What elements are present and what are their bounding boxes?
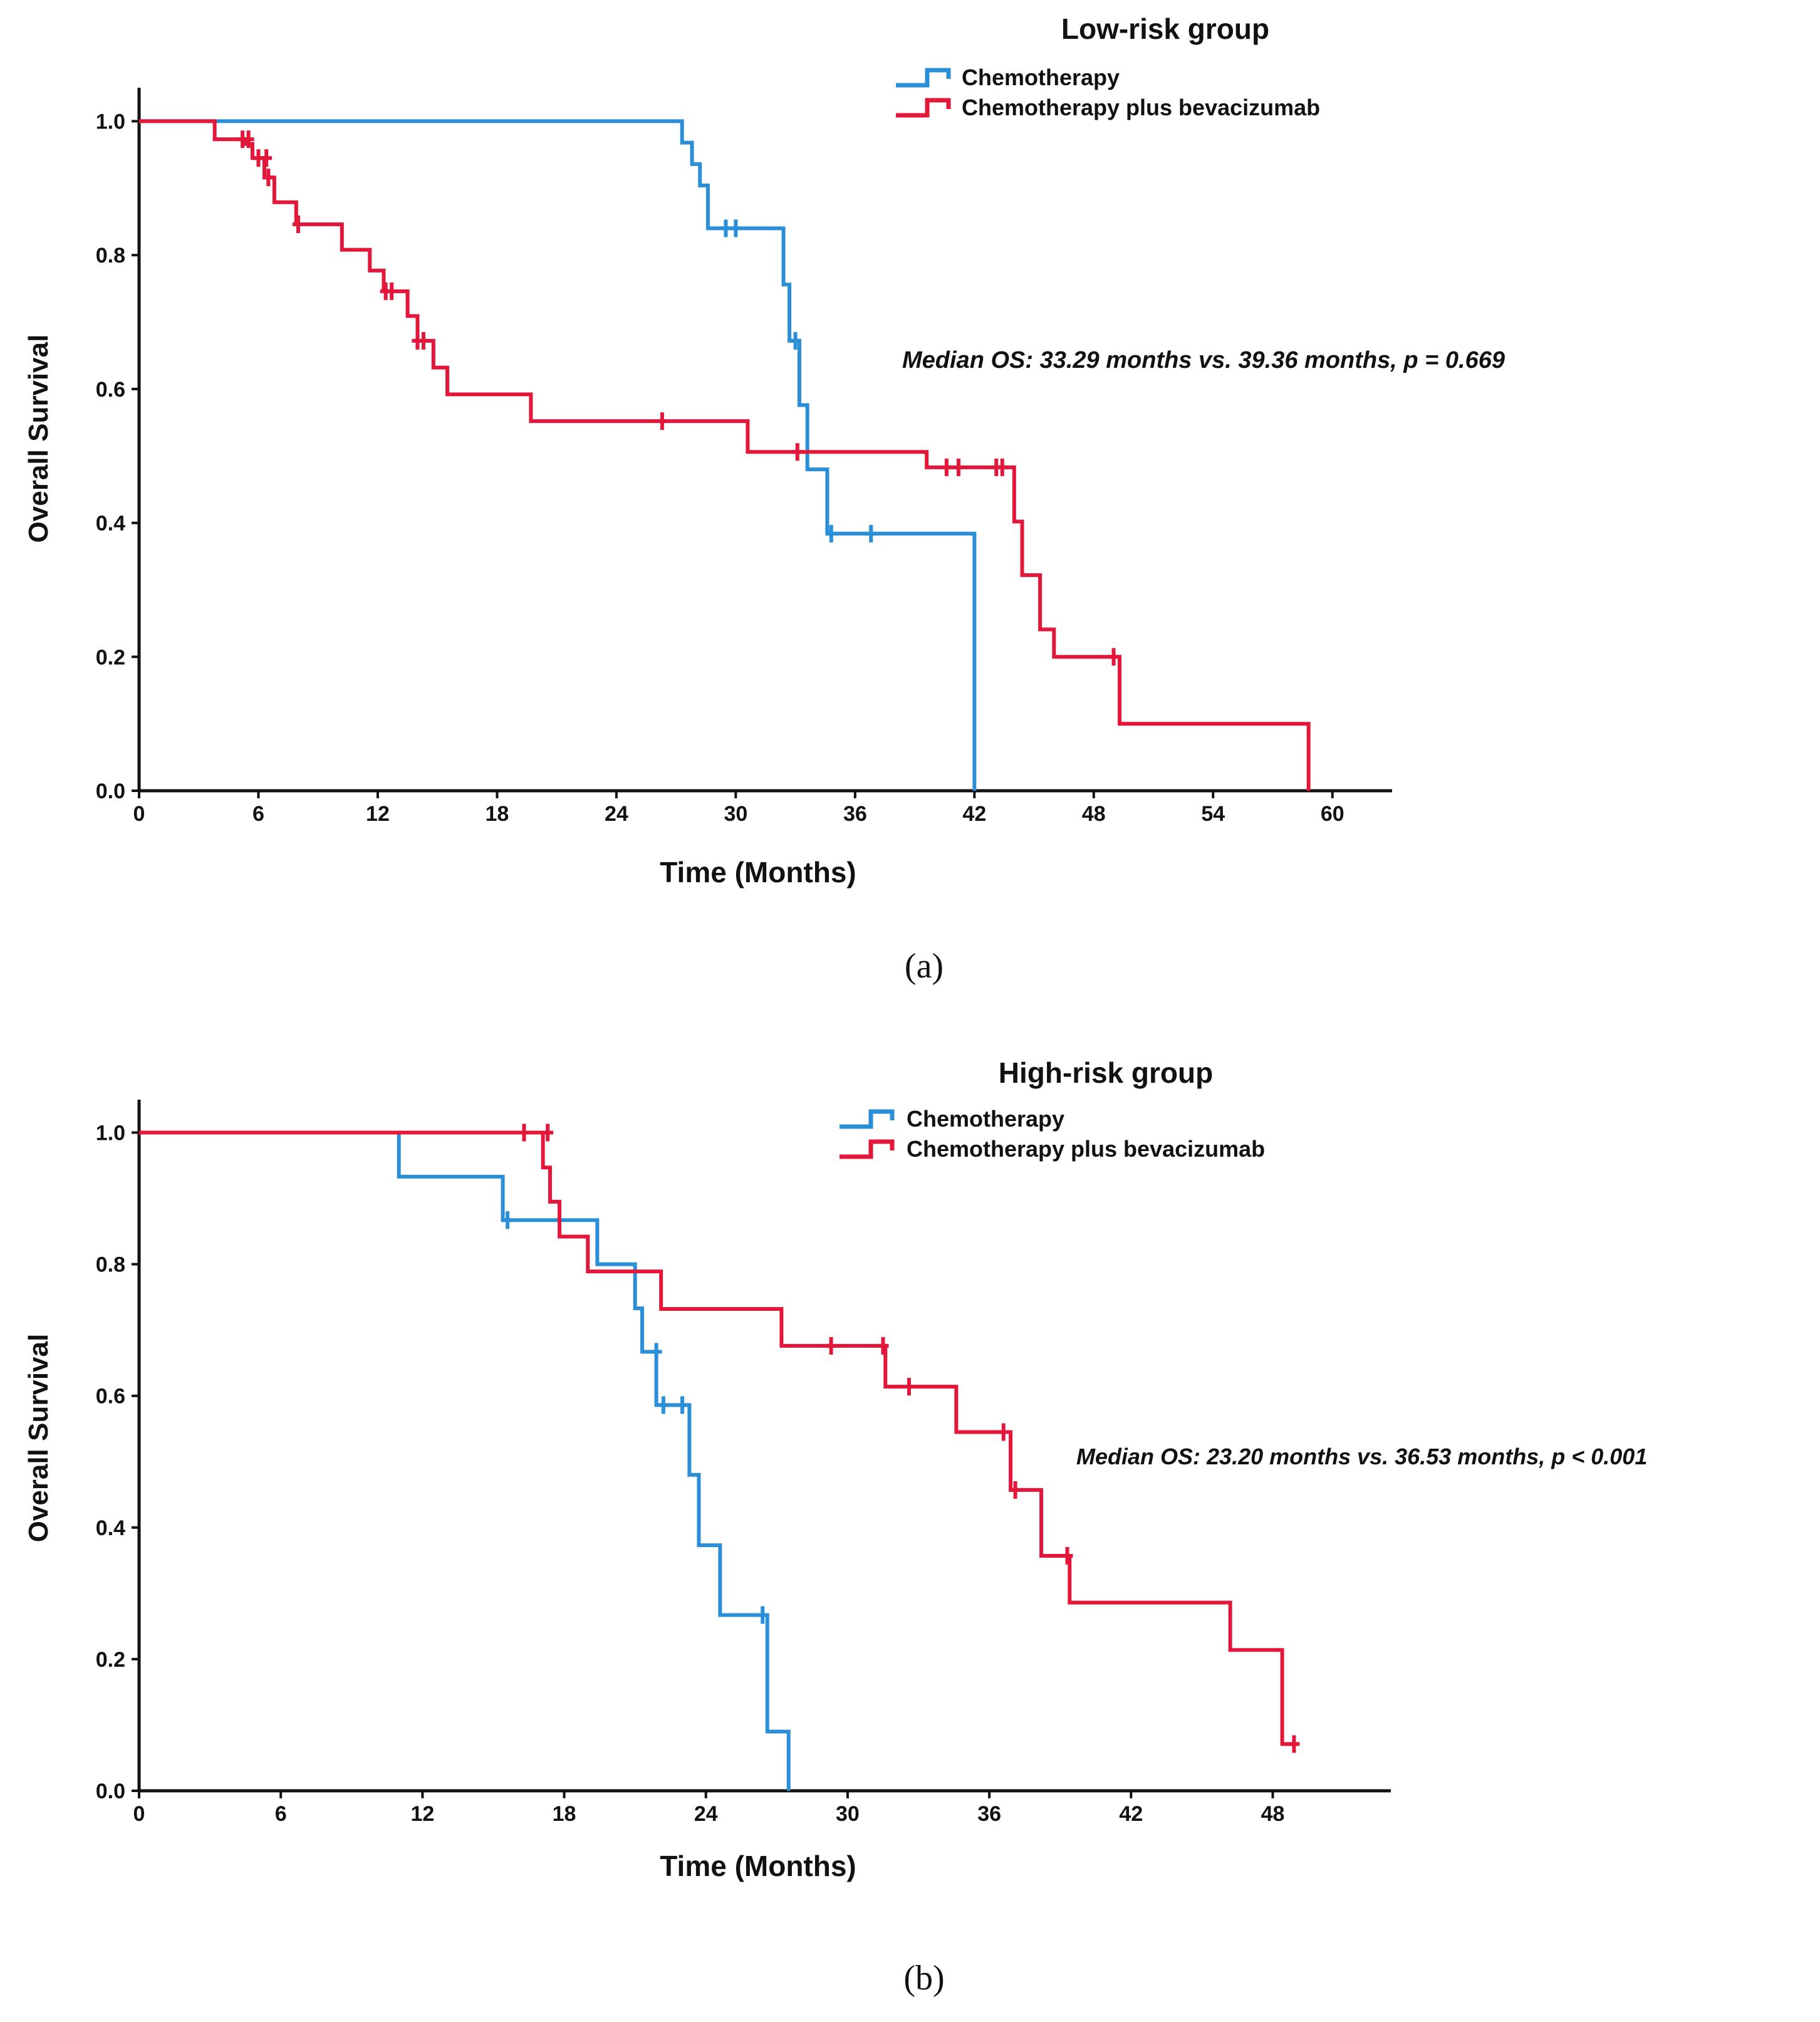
median-os-annotation-low-risk: Median OS: 33.29 months vs. 39.36 months…: [902, 347, 1505, 373]
x-tick-label: 36: [843, 802, 867, 826]
x-tick-label: 42: [1119, 1802, 1143, 1826]
legend-key-chemo-bev: [896, 98, 951, 118]
censor-mark-chemotherapy: [657, 1396, 669, 1414]
censor-mark-chemotherapy: [720, 219, 732, 237]
y-tick-label: 0.4: [96, 512, 125, 536]
y-tick-label: 1.0: [96, 1122, 125, 1145]
y-tick-label: 0.8: [96, 1253, 125, 1277]
censor-mark-chemotherapy: [650, 1343, 662, 1361]
chart-title-low-risk: Low-risk group: [1061, 13, 1269, 45]
censor-mark-chemo-bev: [1288, 1735, 1300, 1753]
x-tick-label: 6: [252, 802, 264, 826]
panel-b-high-risk: High-risk group Chemotherapy Chemotherap…: [23, 1056, 1647, 1998]
censor-mark-chemotherapy: [789, 331, 801, 350]
censor-mark-chemo-bev: [1009, 1481, 1021, 1499]
x-tick-label: 30: [836, 1802, 860, 1826]
legend-key-chemotherapy: [896, 68, 951, 88]
x-tick-label: 24: [694, 1802, 718, 1826]
x-tick-label: 54: [1201, 802, 1225, 826]
y-tick-label: 0.4: [96, 1516, 125, 1540]
legend-low-risk: Chemotherapy Chemotherapy plus bevacizum…: [896, 65, 1320, 120]
censor-mark-chemo-bev: [242, 130, 254, 149]
y-axis-label-high-risk: Overall Survival: [23, 1334, 54, 1543]
axes-high-risk: 0 6 12 18 24 30 36 42 48 0.0 0.2 0.4 0.6 0.8 1.0: [96, 1100, 1391, 1826]
censor-mark-chemo-bev: [417, 331, 429, 350]
y-tick-label: 0.0: [96, 1780, 125, 1803]
x-tick-label: 48: [1261, 1802, 1285, 1826]
censor-mark-chemo-bev: [903, 1378, 915, 1396]
censor-mark-chemo-bev: [518, 1123, 530, 1142]
x-tick-label: 30: [724, 802, 747, 826]
x-tick-label: 6: [275, 1802, 287, 1826]
y-tick-label: 0.2: [96, 1648, 125, 1672]
censor-mark-chemo-bev: [261, 149, 273, 167]
x-tick-label: 0: [133, 802, 145, 826]
legend-label-chemotherapy: Chemotherapy: [962, 65, 1120, 90]
legend-label-chemo-bev: Chemotherapy plus bevacizumab: [962, 95, 1320, 120]
chart-title-high-risk: High-risk group: [999, 1056, 1213, 1089]
x-tick-label: 42: [962, 802, 986, 826]
censor-mark-chemo-bev: [1061, 1546, 1073, 1565]
plot-area-low-risk: [139, 119, 1311, 791]
survival-curve-chemotherapy: [139, 119, 977, 791]
x-tick-label: 0: [133, 1802, 145, 1826]
censor-mark-chemo-bev: [825, 1337, 837, 1355]
censor-mark-chemotherapy: [677, 1396, 689, 1414]
survival-curve-chemo-bev: [139, 1130, 1297, 1746]
y-tick-label: 0.8: [96, 244, 125, 268]
x-tick-label: 24: [605, 802, 628, 826]
censor-mark-chemo-bev: [542, 1123, 554, 1142]
survival-curve-chemo-bev: [139, 119, 1311, 791]
x-axis-label-low-risk: Time (Months): [660, 856, 856, 889]
median-os-annotation-high-risk: Median OS: 23.20 months vs. 36.53 months…: [1076, 1444, 1647, 1469]
x-tick-label: 12: [366, 802, 390, 826]
x-tick-label: 60: [1321, 802, 1344, 826]
y-tick-label: 0.2: [96, 645, 125, 669]
plot-area-high-risk: [139, 1123, 1300, 1791]
panel-label-a: (a): [905, 947, 944, 986]
censor-mark-chemo-bev: [292, 215, 304, 233]
censor-mark-chemo-bev: [877, 1337, 889, 1355]
legend-high-risk: Chemotherapy Chemotherapy plus bevacizum…: [840, 1106, 1265, 1162]
y-tick-label: 0.6: [96, 378, 125, 402]
censor-mark-chemo-bev: [656, 412, 668, 430]
censor-mark-chemo-bev: [952, 458, 964, 476]
censor-mark-chemotherapy: [865, 524, 877, 543]
x-tick-label: 48: [1082, 802, 1106, 826]
censor-mark-chemo-bev: [263, 169, 274, 187]
legend-key-chemotherapy: [840, 1109, 895, 1129]
x-tick-label: 18: [553, 1802, 576, 1826]
panel-label-b: (b): [903, 1959, 944, 1998]
survival-curve-chemotherapy: [139, 1130, 791, 1791]
y-tick-label: 0.0: [96, 779, 125, 803]
censor-mark-chemo-bev: [386, 282, 398, 300]
censor-mark-chemo-bev: [940, 458, 952, 476]
x-tick-label: 18: [486, 802, 509, 826]
x-tick-label: 36: [977, 1802, 1001, 1826]
x-tick-label: 12: [410, 1802, 434, 1826]
censor-mark-chemotherapy: [757, 1606, 769, 1624]
y-tick-label: 0.6: [96, 1385, 125, 1409]
censor-mark-chemo-bev: [997, 1423, 1009, 1441]
x-axis-label-high-risk: Time (Months): [660, 1850, 856, 1882]
y-tick-label: 1.0: [96, 110, 125, 133]
censor-mark-chemo-bev: [791, 443, 803, 461]
y-axis-label-low-risk: Overall Survival: [23, 335, 54, 543]
axes-low-risk: 0 6 12 18 24 30 36 42 48 54 60 0.0 0.2 0.4 0.6 0.8 1.0: [96, 88, 1392, 826]
censor-mark-chemotherapy: [502, 1211, 514, 1229]
censor-mark-chemo-bev: [1108, 648, 1120, 666]
legend-label-chemotherapy: Chemotherapy: [907, 1106, 1064, 1132]
panel-a-low-risk: Low-risk group Chemotherapy Chemotherapy…: [23, 13, 1505, 986]
censor-mark-chemo-bev: [996, 458, 1008, 476]
censor-mark-chemotherapy: [825, 524, 837, 543]
legend-label-chemo-bev: Chemotherapy plus bevacizumab: [907, 1136, 1265, 1162]
legend-key-chemo-bev: [840, 1139, 895, 1159]
censor-mark-chemotherapy: [730, 219, 742, 237]
